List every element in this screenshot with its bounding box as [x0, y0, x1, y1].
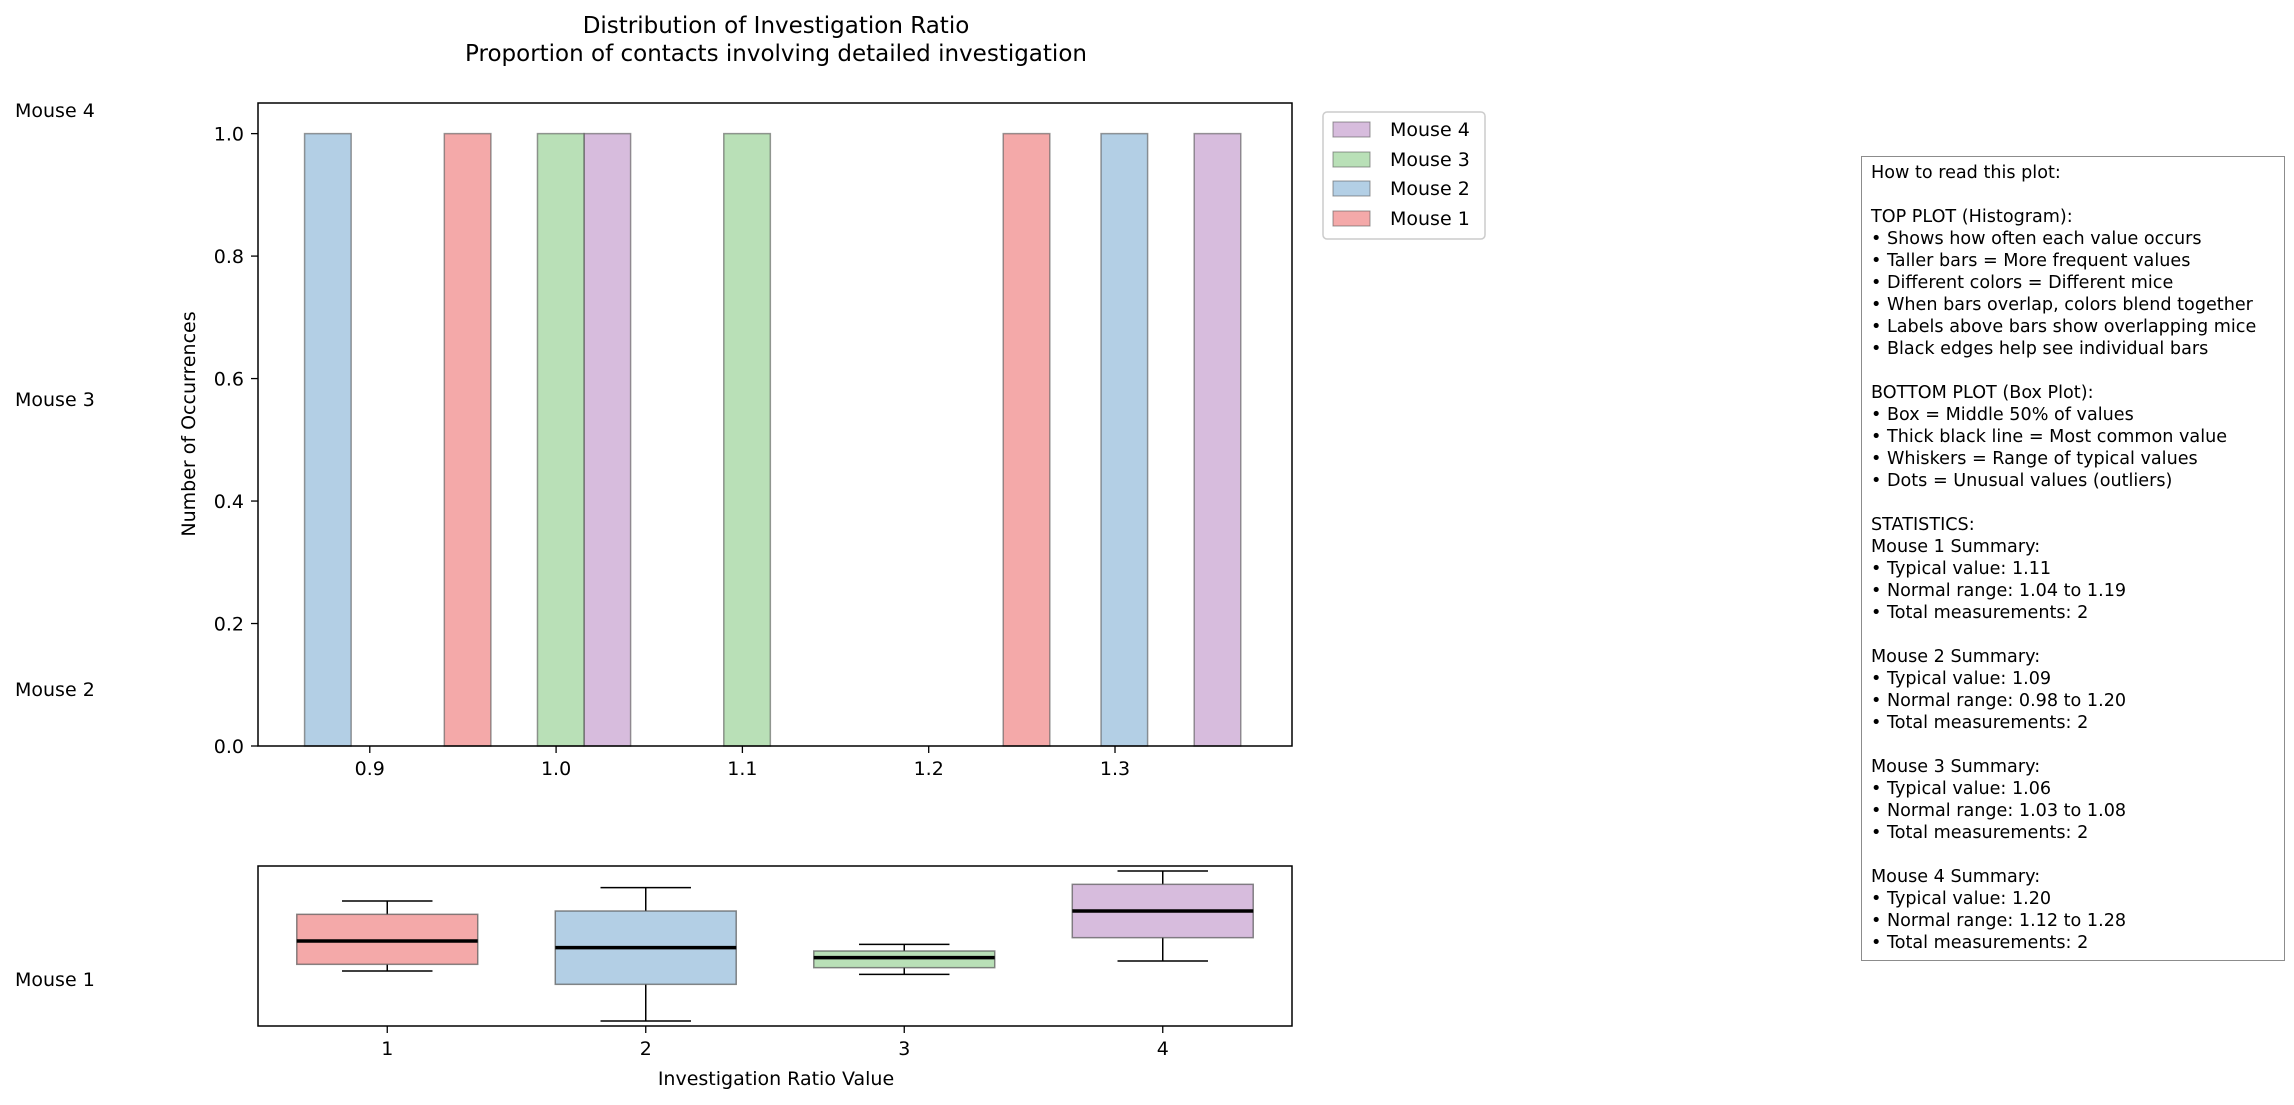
- legend-label-mouse-4: Mouse 4: [1390, 119, 1470, 141]
- box-x-tick-label: 2: [640, 1038, 652, 1060]
- x-tick-label: 1.0: [541, 758, 571, 780]
- histogram-axes-frame: [257, 102, 1293, 747]
- side-label-mouse-4: Mouse 4: [15, 100, 95, 122]
- y-tick-label: 0.4: [214, 491, 244, 513]
- legend-swatch-mouse-3: [1332, 151, 1371, 168]
- legend-swatch-mouse-1: [1332, 210, 1371, 227]
- boxplot-x-ticks: 1 2 3 4: [381, 1026, 1169, 1060]
- y-tick-label: 0.8: [214, 246, 244, 268]
- bar-mouse-1-1: [443, 132, 492, 747]
- histogram-x-ticks: 0.9 1.0 1.1 1.2 1.3: [355, 746, 1130, 780]
- legend-label-mouse-1: Mouse 1: [1390, 208, 1470, 230]
- legend-label-mouse-2: Mouse 2: [1390, 178, 1470, 200]
- x-tick-label: 1.3: [1100, 758, 1130, 780]
- x-tick-label: 1.1: [727, 758, 757, 780]
- bar-mouse-4-1: [583, 132, 632, 747]
- side-label-mouse-2: Mouse 2: [15, 679, 95, 701]
- bar-mouse-4-2: [1193, 132, 1242, 747]
- bar-mouse-3-1: [536, 132, 585, 747]
- legend: Mouse 4 Mouse 3 Mouse 2 Mouse 1: [1322, 111, 1486, 240]
- legend-label-mouse-3: Mouse 3: [1390, 149, 1470, 171]
- histogram-bars: [303, 132, 1242, 747]
- side-label-mouse-1: Mouse 1: [15, 969, 95, 991]
- box-x-tick-label: 1: [381, 1038, 393, 1060]
- bar-mouse-3-2: [723, 132, 772, 747]
- x-tick-label: 1.2: [914, 758, 944, 780]
- y-axis-label: Number of Occurrences: [178, 311, 200, 536]
- x-tick-label: 0.9: [355, 758, 385, 780]
- histogram-y-ticks: 0.0 0.2 0.4 0.6 0.8 1.0: [214, 124, 258, 758]
- y-tick-label: 0.0: [214, 736, 244, 758]
- bar-mouse-2-2: [1100, 132, 1149, 747]
- y-tick-label: 0.2: [214, 614, 244, 636]
- legend-swatch-mouse-4: [1332, 121, 1371, 138]
- y-tick-label: 0.6: [214, 369, 244, 391]
- x-axis-label: Investigation Ratio Value: [658, 1068, 894, 1090]
- box-x-tick-label: 4: [1157, 1038, 1169, 1060]
- legend-swatch-mouse-2: [1332, 180, 1371, 197]
- y-tick-label: 1.0: [214, 124, 244, 146]
- chart-title: Distribution of Investigation Ratio: [583, 13, 970, 39]
- boxplot-axes-frame: [257, 865, 1293, 1027]
- boxplot-elements: [296, 870, 1254, 1022]
- bar-mouse-2-1: [303, 132, 352, 747]
- side-label-mouse-3: Mouse 3: [15, 389, 95, 411]
- chart-subtitle: Proportion of contacts involving detaile…: [465, 41, 1087, 67]
- bar-mouse-1-2: [1002, 132, 1051, 747]
- box-x-tick-label: 3: [898, 1038, 910, 1060]
- legend-frame: [1322, 111, 1486, 240]
- info-text-box: How to read this plot: TOP PLOT (Histogr…: [1861, 156, 2285, 961]
